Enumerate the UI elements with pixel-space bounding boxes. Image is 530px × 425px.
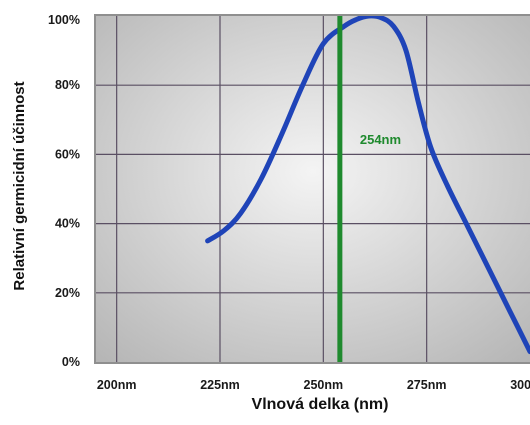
annotation-label-0: 254nm (360, 132, 401, 147)
y-tick-label: 80% (55, 78, 80, 92)
x-axis-ticks: 200nm 225nm 250nm 275nm 300nm (97, 378, 530, 392)
x-tick-label: 250nm (304, 378, 344, 392)
annotation-layer: 254nm (337, 16, 401, 362)
x-tick-label: 275nm (407, 378, 447, 392)
series-line-0 (205, 16, 530, 355)
y-tick-label: 60% (55, 147, 80, 161)
x-axis-title: Vlnová delka (nm) (252, 396, 389, 413)
y-tick-label: 100% (48, 13, 80, 27)
y-axis-ticks: 0% 20% 40% 60% 80% 100% (48, 13, 80, 369)
x-tick-label: 225nm (200, 378, 240, 392)
y-tick-label: 0% (62, 355, 80, 369)
x-tick-label: 200nm (97, 378, 137, 392)
plot-background (96, 16, 530, 362)
y-tick-label: 40% (55, 217, 80, 231)
y-tick-label: 20% (55, 286, 80, 300)
x-tick-label: 300nm (510, 378, 530, 392)
grid (96, 16, 530, 362)
y-axis-title: Relativní germicidní účinnost (11, 81, 28, 290)
series-layer (205, 16, 530, 355)
